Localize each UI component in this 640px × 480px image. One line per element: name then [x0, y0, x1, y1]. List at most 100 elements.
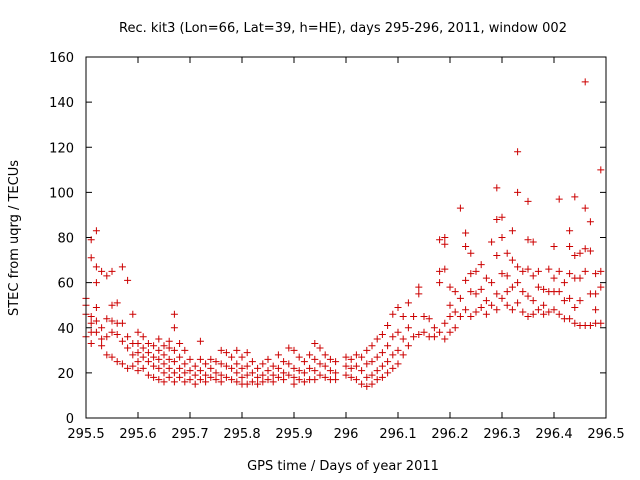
- data-point: [274, 373, 282, 381]
- data-point: [399, 312, 407, 320]
- data-point: [285, 371, 293, 379]
- data-point: [524, 292, 532, 300]
- data-point: [98, 335, 106, 343]
- data-point: [534, 267, 542, 275]
- data-point: [519, 308, 527, 316]
- data-point: [373, 335, 381, 343]
- data-point: [462, 229, 470, 237]
- x-tick-label: 295.7: [171, 427, 208, 442]
- data-point: [493, 184, 501, 192]
- data-point: [144, 371, 152, 379]
- x-tick-label: 296.1: [379, 427, 416, 442]
- data-point: [92, 317, 100, 325]
- data-points: [82, 78, 605, 390]
- data-point: [108, 267, 116, 275]
- data-point: [581, 267, 589, 275]
- data-point: [243, 362, 251, 370]
- data-point: [467, 312, 475, 320]
- data-point: [332, 369, 340, 377]
- data-point: [290, 364, 298, 372]
- data-point: [555, 195, 563, 203]
- data-point: [581, 204, 589, 212]
- data-point: [571, 319, 579, 327]
- data-point: [92, 227, 100, 235]
- data-point: [347, 364, 355, 372]
- data-point: [342, 362, 350, 370]
- data-point: [430, 324, 438, 332]
- data-point: [228, 376, 236, 384]
- data-point: [389, 310, 397, 318]
- y-tick-label: 160: [49, 51, 74, 66]
- data-point: [488, 279, 496, 287]
- data-point: [420, 328, 428, 336]
- data-point: [103, 272, 111, 280]
- data-point: [181, 369, 189, 377]
- data-point: [550, 243, 558, 251]
- data-point: [243, 349, 251, 357]
- data-point: [368, 371, 376, 379]
- data-point: [186, 376, 194, 384]
- data-point: [420, 312, 428, 320]
- data-point: [118, 319, 126, 327]
- data-point: [472, 290, 480, 298]
- x-tick-label: 295.9: [275, 427, 312, 442]
- data-point: [493, 252, 501, 260]
- data-point: [436, 267, 444, 275]
- data-point: [300, 378, 308, 386]
- data-point: [399, 335, 407, 343]
- data-point: [550, 274, 558, 282]
- data-point: [368, 380, 376, 388]
- data-point: [358, 367, 366, 375]
- data-point: [259, 378, 267, 386]
- data-point: [597, 319, 605, 327]
- data-point: [467, 288, 475, 296]
- tick-labels: 295.5 295.6 295.7 295.8 295.9 296 296.1 296.2 29…: [49, 51, 624, 442]
- data-point: [254, 373, 262, 381]
- data-point: [254, 380, 262, 388]
- data-point: [124, 364, 132, 372]
- data-point: [306, 351, 314, 359]
- data-point: [124, 333, 132, 341]
- data-point: [493, 215, 501, 223]
- data-point: [295, 353, 303, 361]
- y-tick-label: 140: [49, 96, 74, 111]
- data-point: [108, 353, 116, 361]
- data-point: [378, 362, 386, 370]
- data-point: [306, 364, 314, 372]
- data-point: [415, 290, 423, 298]
- data-point: [404, 342, 412, 350]
- data-point: [248, 369, 256, 377]
- data-point: [295, 376, 303, 384]
- data-point: [529, 310, 537, 318]
- data-point: [498, 294, 506, 302]
- data-point: [524, 265, 532, 273]
- data-point: [181, 346, 189, 354]
- data-point: [108, 301, 116, 309]
- data-point: [103, 351, 111, 359]
- data-point: [462, 306, 470, 314]
- data-point: [456, 312, 464, 320]
- data-point: [285, 360, 293, 368]
- data-point: [550, 306, 558, 314]
- data-point: [165, 355, 173, 363]
- data-point: [436, 279, 444, 287]
- data-point: [118, 360, 126, 368]
- data-point: [98, 342, 106, 350]
- data-point: [311, 355, 319, 363]
- data-point: [508, 256, 516, 264]
- data-point: [207, 355, 215, 363]
- data-point: [274, 351, 282, 359]
- x-tick-label: 295.5: [67, 427, 104, 442]
- data-point: [134, 340, 142, 348]
- data-point: [597, 166, 605, 174]
- data-point: [404, 299, 412, 307]
- data-point: [482, 310, 490, 318]
- x-axis-label: GPS time / Days of year 2011: [247, 459, 439, 474]
- data-point: [326, 367, 334, 375]
- data-point: [540, 285, 548, 293]
- data-point: [592, 290, 600, 298]
- data-point: [196, 355, 204, 363]
- data-point: [150, 342, 158, 350]
- data-point: [186, 367, 194, 375]
